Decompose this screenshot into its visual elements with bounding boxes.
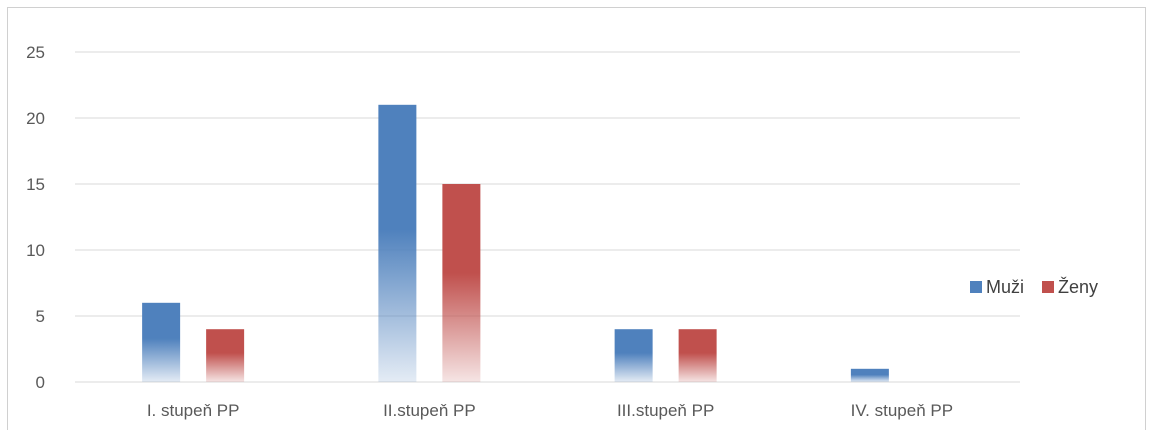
x-axis-labels: I. stupeň PP II.stupeň PP III.stupeň PP IV.… <box>147 401 953 420</box>
bar-muži-0 <box>142 302 181 382</box>
x-category-label: I. stupeň PP <box>147 401 240 420</box>
chart-frame <box>7 7 1146 430</box>
x-category-label: II.stupeň PP <box>383 401 476 420</box>
y-tick-label: 10 <box>26 241 45 260</box>
bar-muži-1 <box>378 104 417 383</box>
legend-swatch-0 <box>970 281 982 293</box>
legend-swatch-1 <box>1042 281 1054 293</box>
y-tick-label: 0 <box>36 373 45 392</box>
bar-ženy-1 <box>442 184 481 382</box>
bar-muži-3 <box>850 368 889 382</box>
legend-label: Muži <box>986 277 1024 297</box>
y-axis-ticks: 0 5 10 15 20 25 <box>26 43 45 392</box>
legend: Muži Ženy <box>970 277 1098 297</box>
x-category-label: IV. stupeň PP <box>851 401 953 420</box>
bar-muži-2 <box>614 329 653 382</box>
y-tick-label: 20 <box>26 109 45 128</box>
y-tick-label: 15 <box>26 175 45 194</box>
y-tick-label: 5 <box>36 307 45 326</box>
y-tick-label: 25 <box>26 43 45 62</box>
bar-ženy-2 <box>678 329 717 382</box>
x-category-label: III.stupeň PP <box>617 401 714 420</box>
bar-ženy-0 <box>206 329 245 382</box>
legend-label: Ženy <box>1058 277 1098 297</box>
bars <box>142 104 889 383</box>
